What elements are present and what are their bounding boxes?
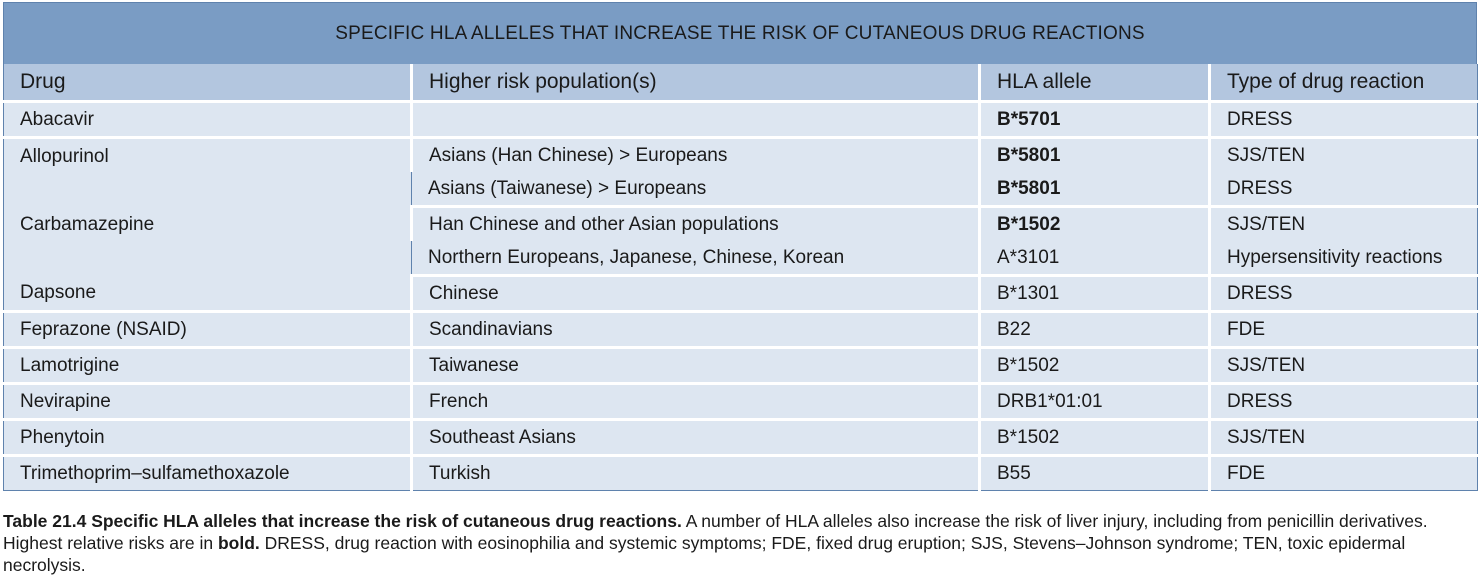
caption-bold-word: bold.	[217, 533, 260, 553]
reaction-cell: SJS/TEN	[1208, 419, 1478, 457]
allele-cell: DRB1*01:01	[978, 383, 1210, 421]
table-row: Carbamazepine Han Chinese and other Asia…	[3, 206, 1478, 276]
allele-cell: B*1502	[978, 347, 1210, 385]
table-row: Dapsone Chinese B*1301 DRESS	[3, 275, 1478, 313]
allele-cell: B*1502	[978, 206, 1210, 241]
population-cell	[410, 101, 980, 139]
caption-abbreviations: DRESS, drug reaction with eosinophilia a…	[3, 533, 1406, 575]
column-header-reaction: Type of drug reaction	[1208, 64, 1478, 103]
drug-cell: Phenytoin	[3, 419, 412, 457]
population-cell: Northern Europeans, Japanese, Chinese, K…	[411, 241, 980, 277]
reaction-cell: FDE	[1208, 311, 1478, 349]
reaction-cell: DRESS	[1208, 275, 1478, 313]
reaction-cell: SJS/TEN	[1208, 347, 1478, 385]
allele-cell: B*5801	[978, 172, 1210, 208]
table-row: Nevirapine French DRB1*01:01 DRESS	[3, 383, 1478, 421]
drug-cell: Feprazone (NSAID)	[3, 311, 412, 349]
population-cell: Asians (Han Chinese) > Europeans	[410, 137, 980, 172]
allele-cell: B*5801	[978, 137, 1210, 172]
population-cell: Southeast Asians	[410, 419, 980, 457]
drug-cell: Dapsone	[3, 275, 412, 313]
header-row: Drug Higher risk population(s) HLA allel…	[3, 64, 1478, 103]
hla-table: SPECIFIC HLA ALLELES THAT INCREASE THE R…	[3, 2, 1478, 491]
population-cell: Taiwanese	[410, 347, 980, 385]
allele-cell: B*5701	[978, 101, 1210, 139]
table-row: Allopurinol Asians (Han Chinese) > Europ…	[3, 137, 1478, 207]
table-grid: Drug Higher risk population(s) HLA allel…	[3, 64, 1478, 491]
reaction-cell: DRESS	[1208, 383, 1478, 421]
allele-cell: B*1502	[978, 419, 1210, 457]
population-cell: French	[410, 383, 980, 421]
allele-cell: A*3101	[978, 241, 1210, 277]
table-caption: Table 21.4 Specific HLA alleles that inc…	[3, 510, 1473, 576]
column-header-drug: Drug	[3, 64, 412, 103]
population-cell: Turkish	[410, 455, 980, 491]
reaction-cell: SJS/TEN	[1208, 137, 1478, 172]
table-row: Asians (Taiwanese) > Europeans B*5801 DR…	[4, 172, 1478, 208]
drug-cell: Lamotrigine	[3, 347, 412, 385]
drug-cell: Allopurinol	[3, 137, 412, 207]
population-cell: Chinese	[410, 275, 980, 313]
allele-cell: B22	[978, 311, 1210, 349]
population-cell: Asians (Taiwanese) > Europeans	[411, 172, 980, 208]
table-title: SPECIFIC HLA ALLELES THAT INCREASE THE R…	[3, 2, 1477, 64]
drug-cell: Carbamazepine	[3, 206, 412, 276]
table-row: Phenytoin Southeast Asians B*1502 SJS/TE…	[3, 419, 1478, 457]
reaction-cell: DRESS	[1208, 101, 1478, 139]
column-header-allele: HLA allele	[978, 64, 1210, 103]
reaction-cell: SJS/TEN	[1208, 206, 1478, 241]
table-row: Northern Europeans, Japanese, Chinese, K…	[4, 241, 1478, 277]
table-row: Trimethoprim–sulfamethoxazole Turkish B5…	[3, 455, 1478, 491]
allele-cell: B55	[978, 455, 1210, 491]
reaction-cell: Hypersensitivity reactions	[1208, 241, 1478, 277]
drug-cell: Abacavir	[3, 101, 412, 139]
reaction-cell: FDE	[1208, 455, 1478, 491]
table-row: Abacavir B*5701 DRESS	[3, 101, 1478, 139]
reaction-cell: DRESS	[1208, 172, 1478, 208]
column-header-population: Higher risk population(s)	[410, 64, 980, 103]
drug-cell: Nevirapine	[3, 383, 412, 421]
drug-cell: Trimethoprim–sulfamethoxazole	[3, 455, 412, 491]
caption-text: A number of HLA alleles also increase th…	[3, 511, 1428, 553]
population-cell: Scandinavians	[410, 311, 980, 349]
table-row: Lamotrigine Taiwanese B*1502 SJS/TEN	[3, 347, 1478, 385]
table-row: Feprazone (NSAID) Scandinavians B22 FDE	[3, 311, 1478, 349]
allele-cell: B*1301	[978, 275, 1210, 313]
population-cell: Han Chinese and other Asian populations	[410, 206, 980, 241]
caption-lead: Table 21.4 Specific HLA alleles that inc…	[3, 511, 682, 531]
